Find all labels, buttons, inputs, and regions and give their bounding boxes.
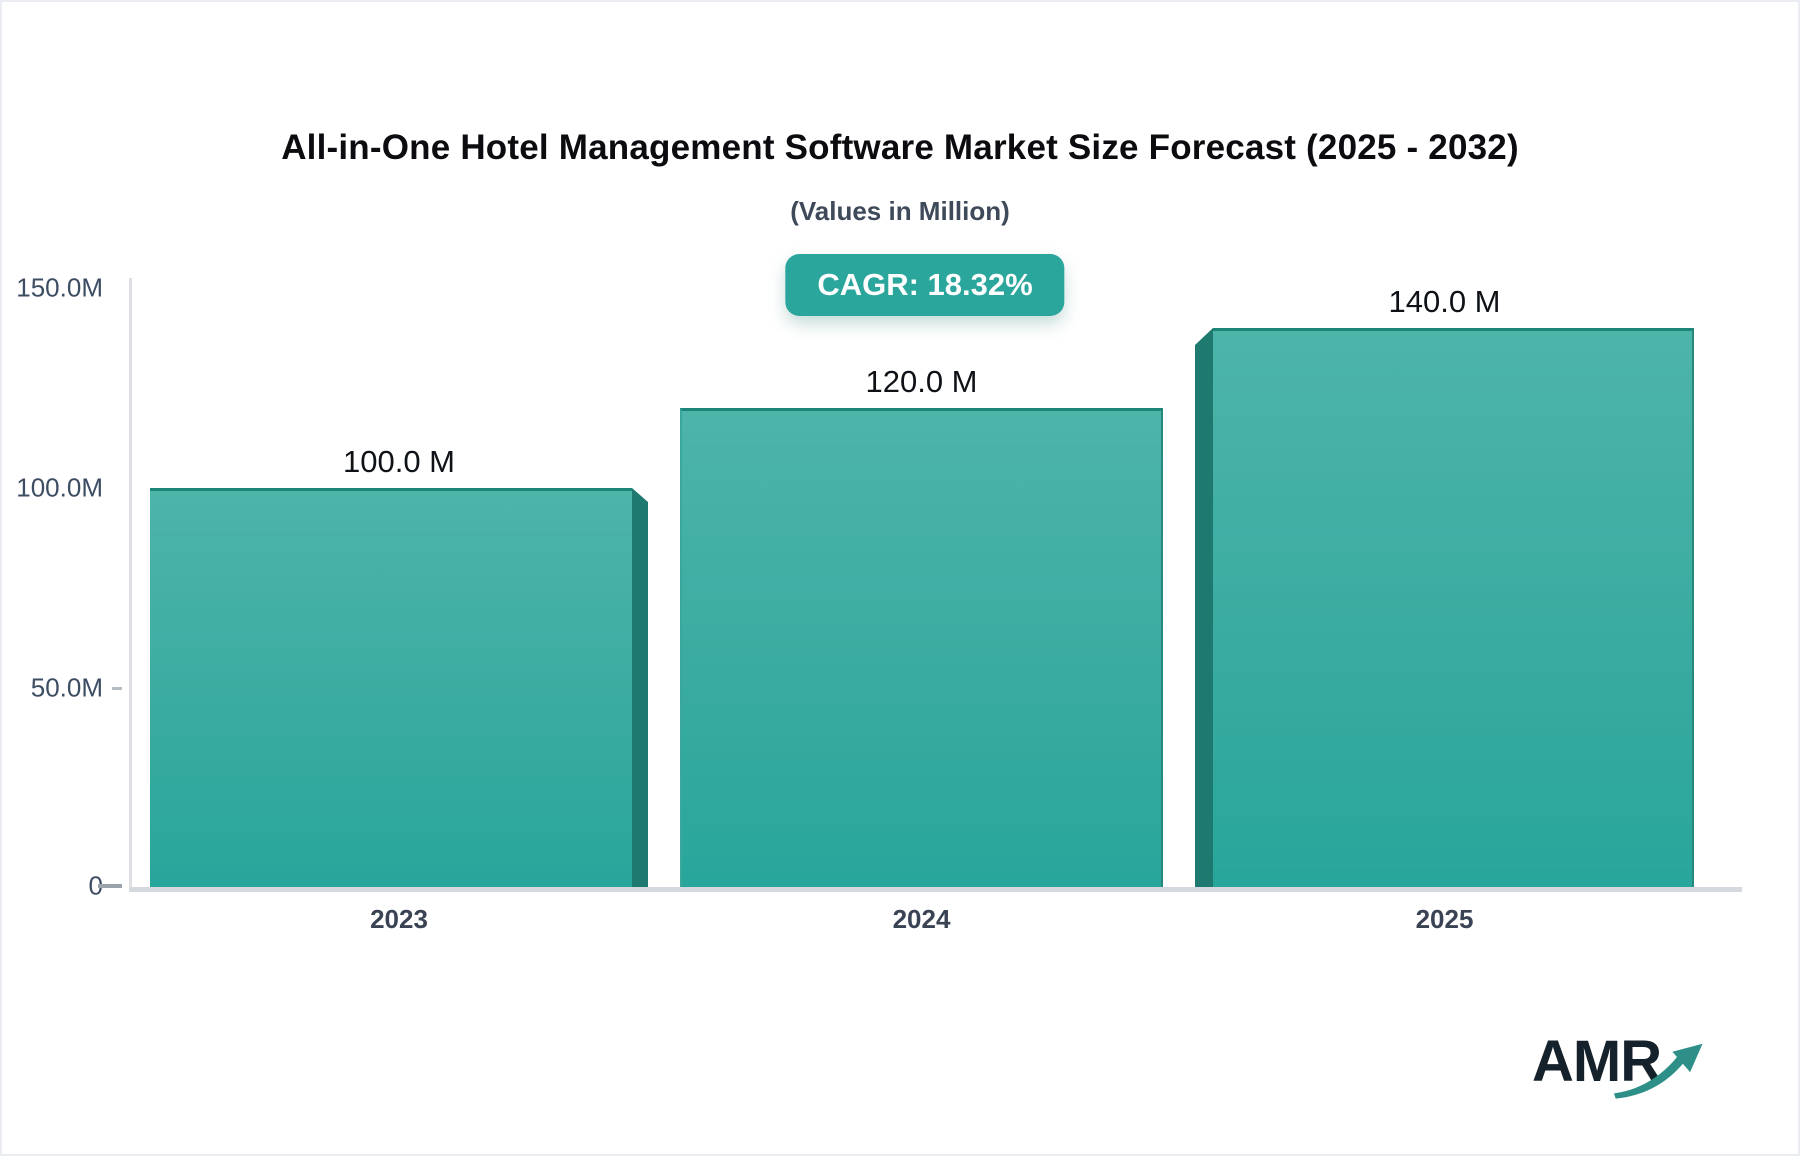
x-tick-label: 2023	[370, 904, 428, 934]
amr-logo: AMR	[1532, 1032, 1732, 1112]
x-tick-label: 2024	[892, 904, 951, 934]
bar-3d-edge-2023	[632, 488, 648, 888]
y-tick-label-150: 150.0M	[16, 272, 103, 303]
chart-title: All-in-One Hotel Management Software Mar…	[281, 128, 1519, 167]
y-axis-line	[129, 278, 132, 888]
x-axis-line	[129, 887, 1742, 892]
bar-value-label: 100.0 M	[342, 444, 455, 479]
bar-2024	[680, 408, 1163, 888]
growth-arrow-icon	[1613, 1043, 1703, 1099]
y-tick-mark-0	[98, 884, 122, 888]
chart-subtitle: (Values in Million)	[790, 196, 1010, 226]
bar-value-label: 140.0 M	[1388, 284, 1501, 319]
x-tick-label: 2025	[1415, 904, 1474, 934]
amr-logo-text: AMR	[1532, 1029, 1662, 1094]
y-tick-label-100: 100.0M	[16, 472, 103, 503]
bar-2023	[150, 488, 632, 888]
bar-3d-edge-2025	[1195, 328, 1213, 888]
y-tick-mark-50	[112, 687, 122, 690]
bar-value-label: 120.0 M	[865, 364, 978, 399]
bar-2025	[1213, 328, 1694, 888]
y-tick-label-50: 50.0M	[30, 672, 103, 703]
y-tick-label-0: 0	[88, 870, 103, 901]
cagr-badge: CAGR: 18.32%	[785, 254, 1065, 316]
